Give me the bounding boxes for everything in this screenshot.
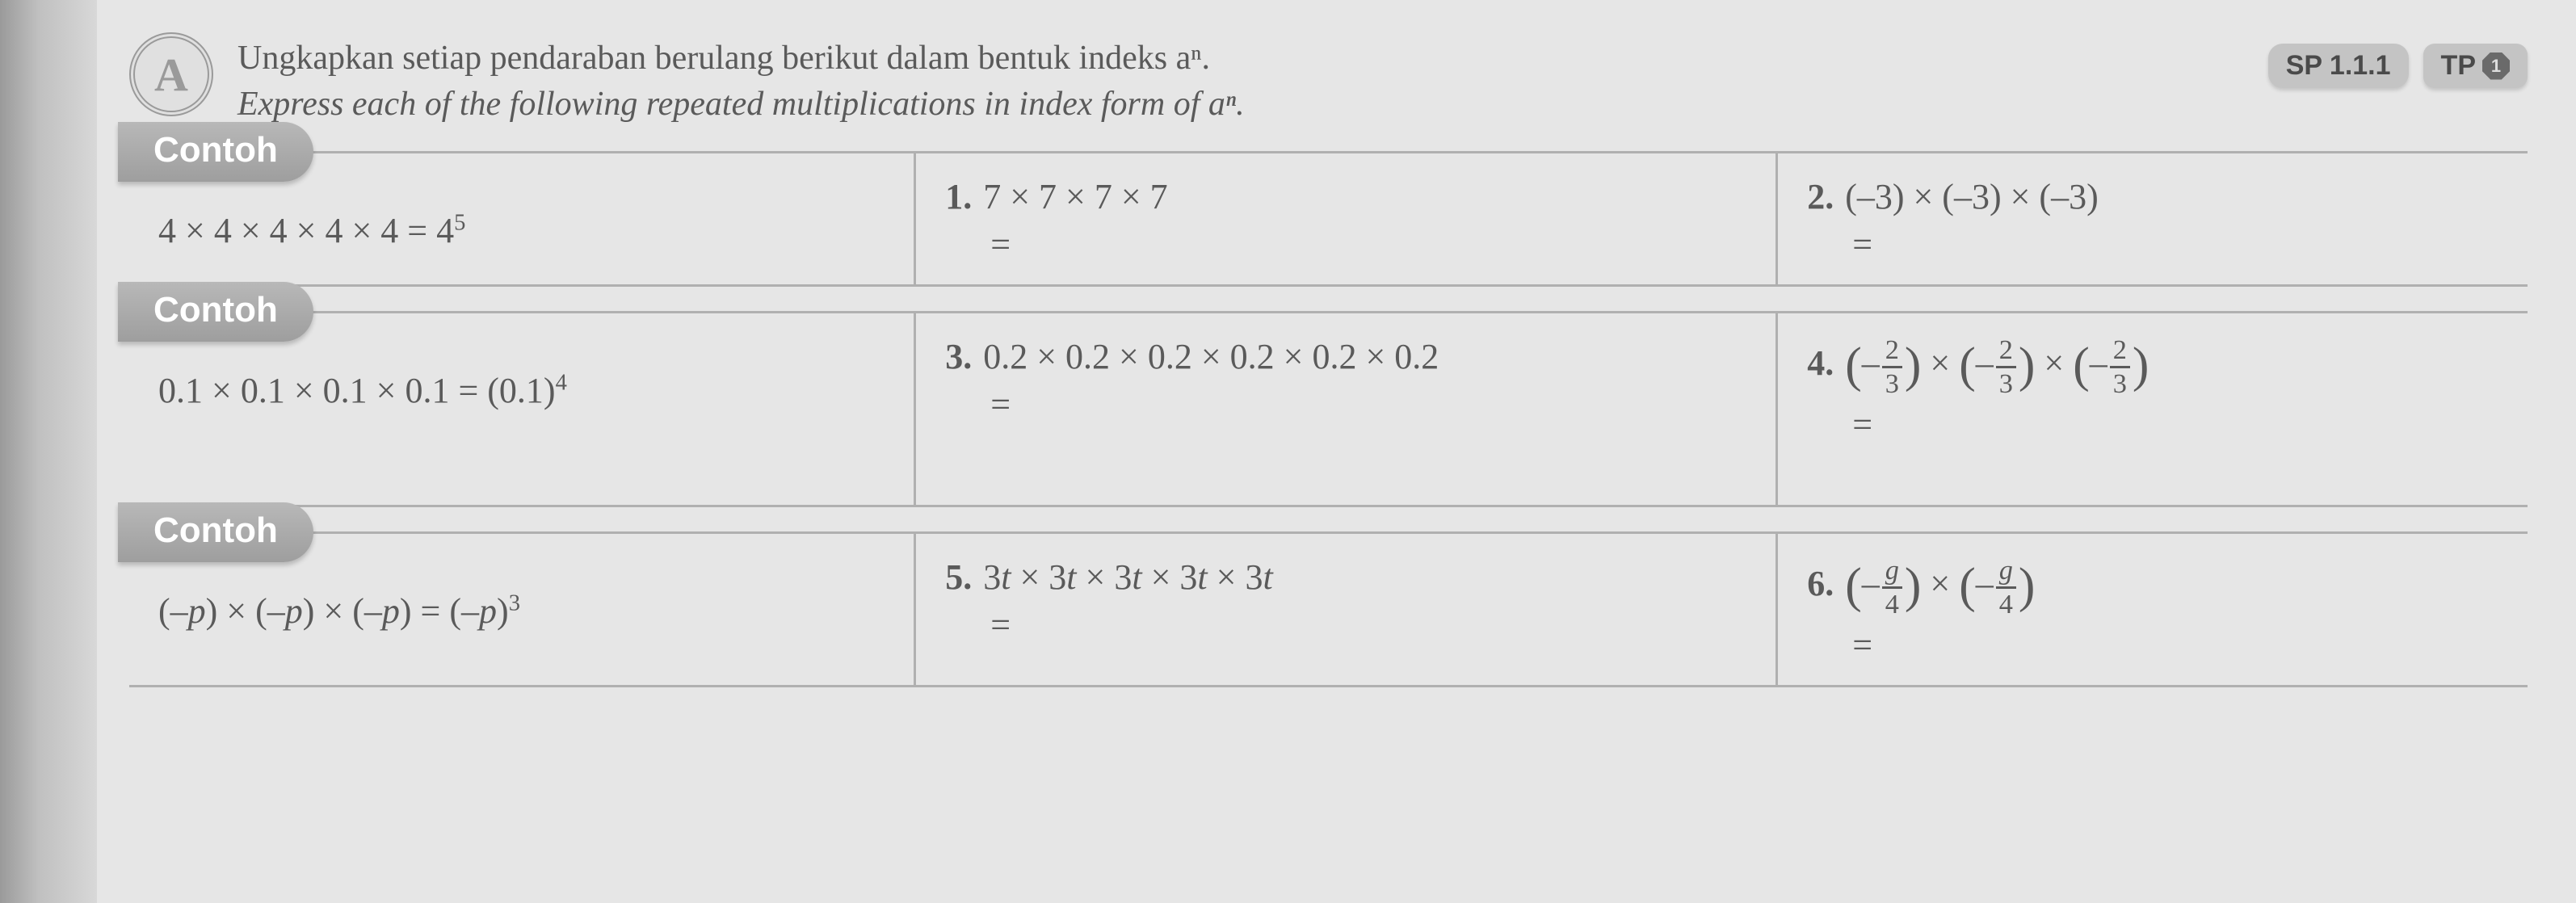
section-row: Contoh(–p) × (–p) × (–p) = (–p)35.3t × 3…	[129, 531, 2528, 687]
exercise-grid: 0.1 × 0.1 × 0.1 × 0.1 = (0.1)43.0.2 × 0.…	[129, 311, 2528, 507]
question-cell: 2.(–3) × (–3) × (–3)=	[1778, 153, 2528, 287]
instruction-text: Ungkapkan setiap pendaraban berulang ber…	[237, 32, 2244, 127]
section-row: Contoh4 × 4 × 4 × 4 × 4 = 451.7 × 7 × 7 …	[129, 151, 2528, 287]
exercise-grid: 4 × 4 × 4 × 4 × 4 = 451.7 × 7 × 7 × 7=2.…	[129, 151, 2528, 287]
question-cell: 1.7 × 7 × 7 × 7=	[916, 153, 1778, 287]
contoh-pill: Contoh	[118, 122, 313, 182]
question-cell: 5.3t × 3t × 3t × 3t × 3t=	[916, 534, 1778, 687]
reference-tags: SP 1.1.1 TP 1	[2268, 32, 2528, 88]
worksheet-page: A Ungkapkan setiap pendaraban berulang b…	[0, 0, 2576, 903]
exercise-grid: (–p) × (–p) × (–p) = (–p)35.3t × 3t × 3t…	[129, 531, 2528, 687]
instruction-line-en: Express each of the following repeated m…	[237, 82, 2244, 128]
contoh-pill: Contoh	[118, 282, 313, 342]
header: A Ungkapkan setiap pendaraban berulang b…	[129, 32, 2528, 127]
section-row: Contoh0.1 × 0.1 × 0.1 × 0.1 = (0.1)43.0.…	[129, 311, 2528, 507]
tag-tp-label: TP	[2441, 50, 2476, 82]
question-cell: 3.0.2 × 0.2 × 0.2 × 0.2 × 0.2 × 0.2=	[916, 313, 1778, 507]
section-letter-badge: A	[129, 32, 213, 116]
octagon-icon: 1	[2482, 52, 2510, 80]
contoh-pill: Contoh	[118, 502, 313, 562]
instruction-line-ms: Ungkapkan setiap pendaraban berulang ber…	[237, 36, 2244, 82]
tag-tp: TP 1	[2423, 44, 2528, 88]
question-cell: 4.(–23) × (–23) × (–23)=	[1778, 313, 2528, 507]
question-cell: 6.(–g4) × (–g4)=	[1778, 534, 2528, 687]
book-spine-shadow	[0, 0, 97, 903]
tag-sp: SP 1.1.1	[2268, 44, 2409, 88]
example-cell: 0.1 × 0.1 × 0.1 × 0.1 = (0.1)4	[129, 313, 916, 507]
